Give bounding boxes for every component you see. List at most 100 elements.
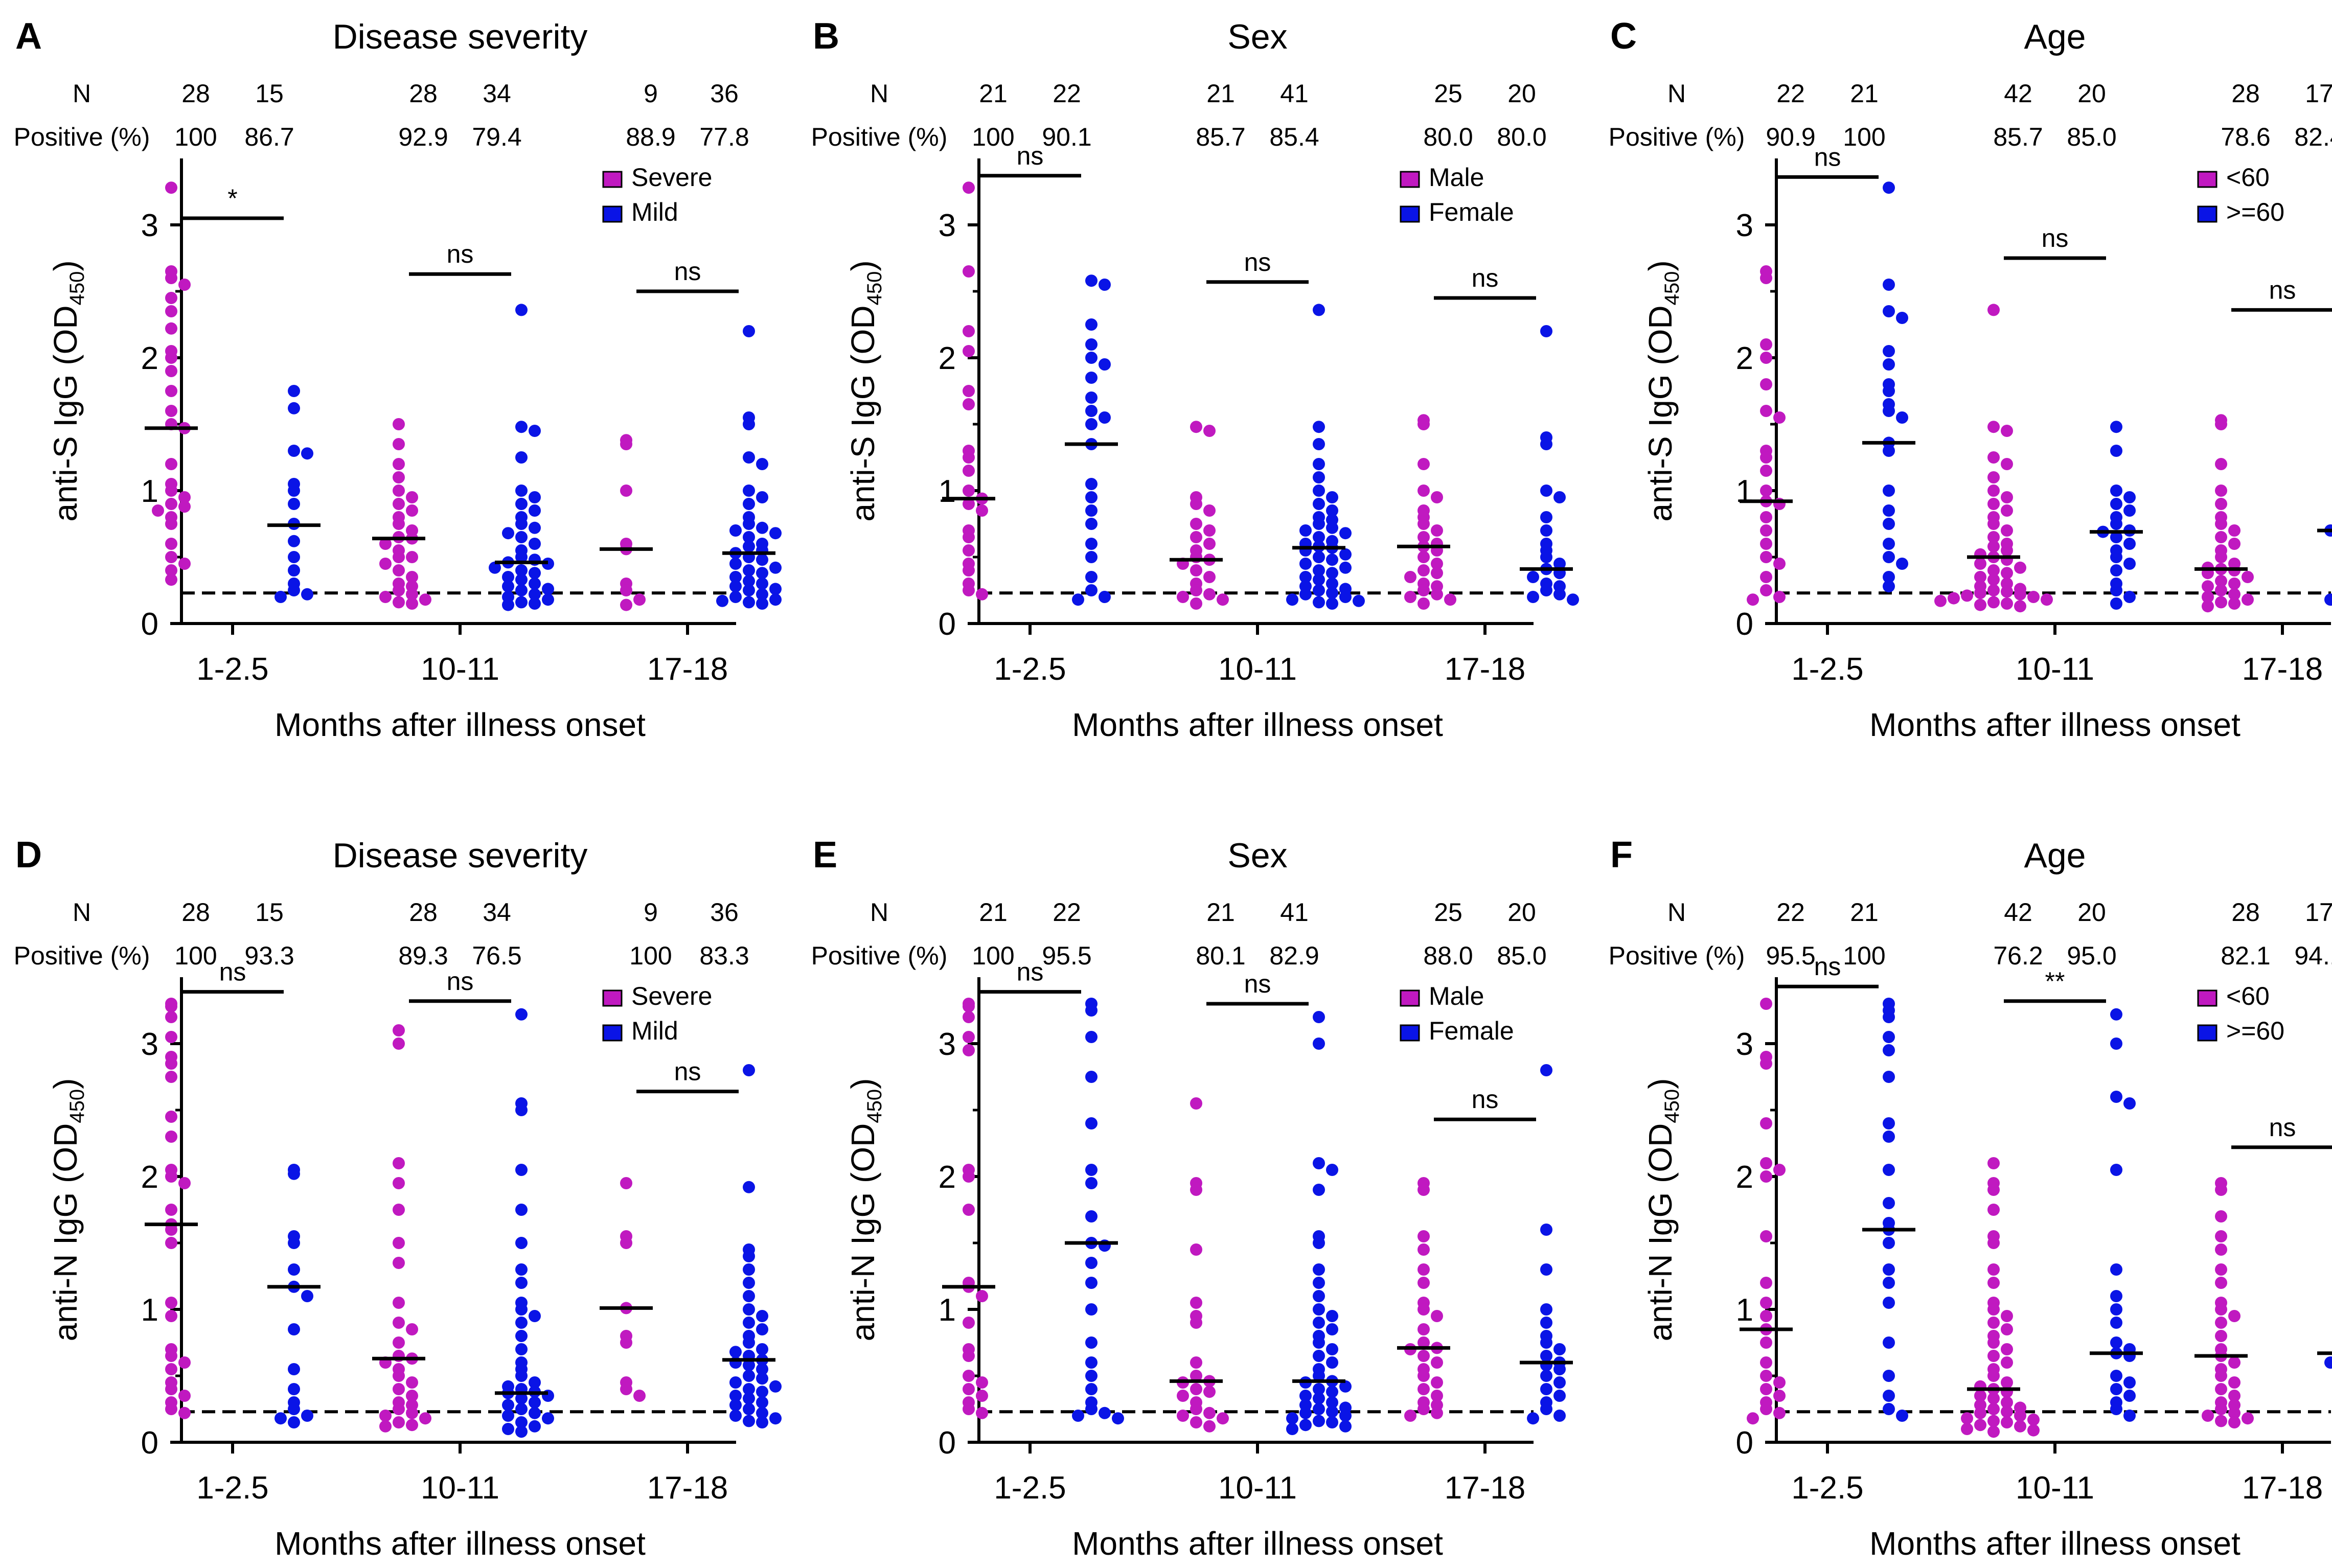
- data-point: [1760, 584, 1772, 596]
- data-point: [756, 567, 768, 580]
- data-point: [2001, 1323, 2013, 1335]
- data-point: [1883, 1071, 1895, 1083]
- data-point: [1540, 1336, 1552, 1349]
- data-point: [1883, 1197, 1895, 1209]
- data-point: [756, 597, 768, 610]
- data-point: [542, 1412, 554, 1425]
- data-point: [1773, 411, 1786, 424]
- data-point: [515, 573, 528, 586]
- data-point: [529, 1420, 541, 1433]
- panel-letter: B: [813, 16, 839, 57]
- data-point: [1883, 1390, 1895, 1402]
- data-point: [2001, 544, 2013, 557]
- data-point: [1190, 498, 1202, 510]
- data-point: [2110, 1370, 2122, 1382]
- data-point: [1190, 1243, 1202, 1256]
- data-point: [1326, 1343, 1338, 1355]
- y-tick-label: 0: [141, 1425, 158, 1461]
- data-point: [288, 1167, 300, 1180]
- legend-label: Mild: [631, 198, 678, 226]
- data-point: [1085, 538, 1098, 550]
- data-point: [2215, 1403, 2227, 1415]
- data-point: [515, 596, 528, 609]
- y-tick-label: 2: [141, 341, 158, 376]
- data-point: [379, 1410, 392, 1422]
- y-axis-title: anti-S IgG (OD450): [844, 260, 886, 521]
- data-point: [1527, 571, 1539, 583]
- data-point: [515, 551, 528, 563]
- data-point: [2215, 574, 2227, 587]
- data-point: [529, 588, 541, 601]
- data-point: [165, 1237, 177, 1249]
- data-point: [976, 504, 988, 517]
- data-point: [1085, 1117, 1098, 1129]
- data-point: [2202, 600, 2214, 613]
- data-point: [1760, 352, 1772, 364]
- significance-label: *: [227, 184, 237, 213]
- x-tick-label: 1-2.5: [1791, 1470, 1863, 1506]
- data-point: [2215, 498, 2227, 510]
- data-point: [633, 1390, 646, 1402]
- data-point: [1760, 1277, 1772, 1289]
- positive-row-label: Positive (%): [1609, 941, 1745, 970]
- data-point: [756, 1310, 768, 1322]
- positive-value: 85.7: [1993, 123, 2043, 151]
- data-point: [1085, 491, 1098, 503]
- data-point: [165, 538, 177, 550]
- data-point: [743, 498, 755, 510]
- data-point: [743, 531, 755, 543]
- data-point: [1313, 1263, 1325, 1276]
- data-point: [529, 1376, 541, 1389]
- data-point: [379, 558, 392, 570]
- legend-label: Male: [1429, 982, 1484, 1010]
- data-point: [1540, 1317, 1552, 1329]
- data-point: [1085, 518, 1098, 530]
- data-point: [2014, 600, 2026, 613]
- data-point: [1190, 1356, 1202, 1369]
- data-point: [393, 458, 405, 470]
- data-point: [379, 538, 392, 550]
- data-point: [743, 1383, 755, 1395]
- data-point: [729, 580, 742, 593]
- data-point: [1896, 558, 1908, 570]
- data-point: [165, 181, 177, 194]
- data-point: [1177, 1410, 1189, 1422]
- data-point: [1418, 1243, 1430, 1256]
- n-row-label: N: [73, 79, 91, 108]
- data-point: [1177, 591, 1189, 603]
- data-point: [1313, 1336, 1325, 1349]
- data-point: [1987, 471, 2000, 483]
- n-value: 20: [1507, 898, 1536, 927]
- data-point: [1326, 1356, 1338, 1369]
- n-value: 28: [2231, 79, 2260, 108]
- data-point: [1418, 1350, 1430, 1362]
- data-point: [2110, 584, 2122, 596]
- data-point: [1418, 1263, 1430, 1276]
- data-point: [2110, 1164, 2122, 1176]
- n-row-label: N: [1667, 898, 1686, 927]
- significance-label: ns: [1244, 248, 1271, 276]
- data-point: [1190, 1370, 1202, 1382]
- x-tick-label: 17-18: [2242, 652, 2323, 687]
- data-point: [1326, 587, 1338, 599]
- data-point: [2110, 564, 2122, 577]
- data-point: [769, 527, 782, 540]
- y-tick-label: 2: [939, 341, 956, 376]
- data-point: [2027, 591, 2040, 603]
- data-point: [406, 551, 418, 563]
- y-tick-label: 1: [939, 474, 956, 509]
- data-point: [1418, 597, 1430, 610]
- data-point: [2110, 445, 2122, 457]
- positive-value: 82.1: [2221, 941, 2270, 970]
- data-point: [1085, 1277, 1098, 1289]
- data-point: [1553, 558, 1566, 570]
- data-point: [1987, 1184, 2000, 1196]
- data-point: [1339, 561, 1352, 574]
- positive-value: 100: [1843, 123, 1885, 151]
- data-point: [1085, 1356, 1098, 1369]
- data-point: [743, 518, 755, 530]
- data-point: [620, 1336, 632, 1349]
- x-tick-label: 17-18: [1445, 1470, 1526, 1506]
- data-point: [1540, 511, 1552, 523]
